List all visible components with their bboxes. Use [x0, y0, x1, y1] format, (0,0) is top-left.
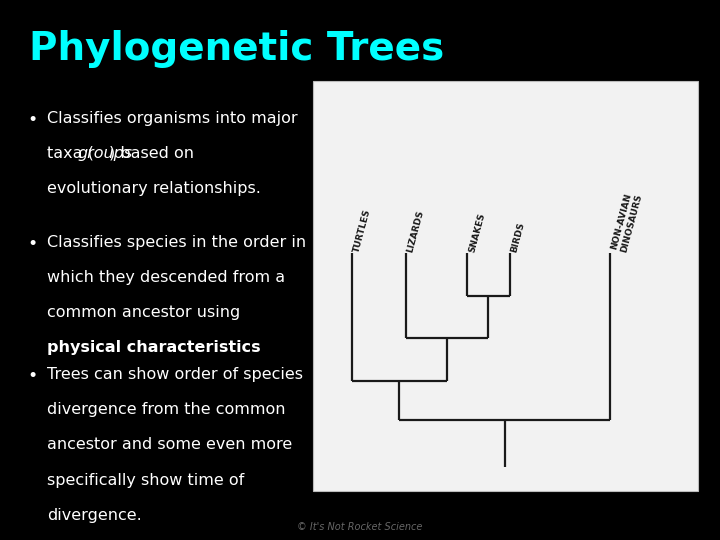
- Text: Trees can show order of species: Trees can show order of species: [47, 367, 303, 382]
- Text: divergence.: divergence.: [47, 508, 142, 523]
- Text: •: •: [27, 235, 37, 253]
- Text: divergence from the common: divergence from the common: [47, 402, 285, 417]
- Text: .: .: [171, 340, 176, 355]
- Text: taxa (: taxa (: [47, 146, 94, 161]
- Text: •: •: [27, 367, 37, 385]
- Text: •: •: [27, 111, 37, 129]
- Text: specifically show time of: specifically show time of: [47, 472, 244, 488]
- Text: Phylogenetic Trees: Phylogenetic Trees: [29, 30, 444, 68]
- Text: TURTLES: TURTLES: [351, 208, 372, 253]
- Text: groups: groups: [78, 146, 133, 161]
- Text: ) based on: ) based on: [109, 146, 194, 161]
- Text: NON-AVIAN
DINOSAURS: NON-AVIAN DINOSAURS: [610, 190, 644, 253]
- Text: © It's Not Rocket Science: © It's Not Rocket Science: [297, 522, 423, 532]
- Text: ancestor and some even more: ancestor and some even more: [47, 437, 292, 453]
- Text: which they descended from a: which they descended from a: [47, 270, 285, 285]
- Text: Classifies species in the order in: Classifies species in the order in: [47, 235, 306, 250]
- Text: SNAKES: SNAKES: [467, 212, 487, 253]
- FancyBboxPatch shape: [313, 81, 698, 491]
- Text: BIRDS: BIRDS: [510, 221, 526, 253]
- Text: common ancestor using: common ancestor using: [47, 305, 240, 320]
- Text: physical characteristics: physical characteristics: [47, 340, 261, 355]
- Text: Classifies organisms into major: Classifies organisms into major: [47, 111, 297, 126]
- Text: LIZARDS: LIZARDS: [405, 209, 426, 253]
- Text: evolutionary relationships.: evolutionary relationships.: [47, 181, 261, 196]
